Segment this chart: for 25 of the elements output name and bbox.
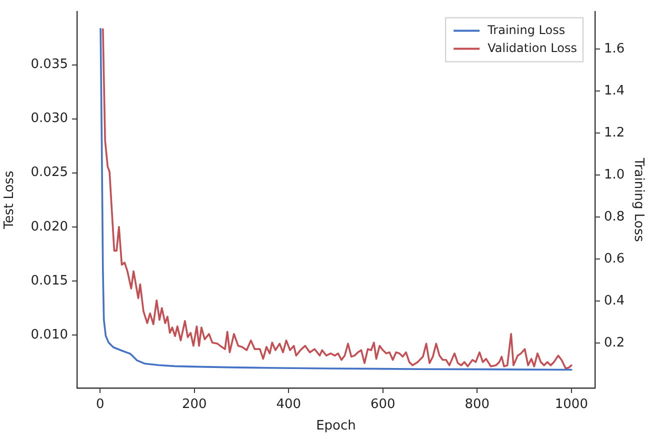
x-tick-label: 0 [96,397,104,412]
y2-tick-label: 0.6 [604,251,625,266]
y-tick-label: 0.020 [30,219,68,234]
y2-tick-label: 1.4 [604,84,625,99]
x-tick-label: 800 [464,397,490,412]
y-axis-title: Test Loss [2,170,18,230]
x-tick-label: 200 [182,397,207,412]
legend-label: Validation Loss [488,40,577,55]
y-tick-label: 0.035 [30,57,68,72]
x-tick-label: 600 [370,397,396,412]
x-axis-title: Epoch [316,418,356,434]
y-tick-label: 0.025 [30,165,68,180]
y-tick-label: 0.015 [30,273,68,288]
y2-tick-label: 0.4 [604,293,625,308]
x-tick-label: 400 [276,397,302,412]
y2-tick-label: 0.8 [604,209,625,224]
y2-tick-label: 1.0 [604,168,625,183]
y2-tick-label: 0.2 [604,335,625,350]
y-tick-label: 0.030 [30,111,68,126]
y2-tick-label: 1.6 [604,42,625,57]
legend-label: Training Loss [486,22,566,37]
x-tick-label: 1000 [554,397,588,412]
y2-axis-title: Training Loss [630,156,646,242]
y2-tick-label: 1.2 [604,126,625,141]
y-tick-label: 0.010 [30,327,68,342]
